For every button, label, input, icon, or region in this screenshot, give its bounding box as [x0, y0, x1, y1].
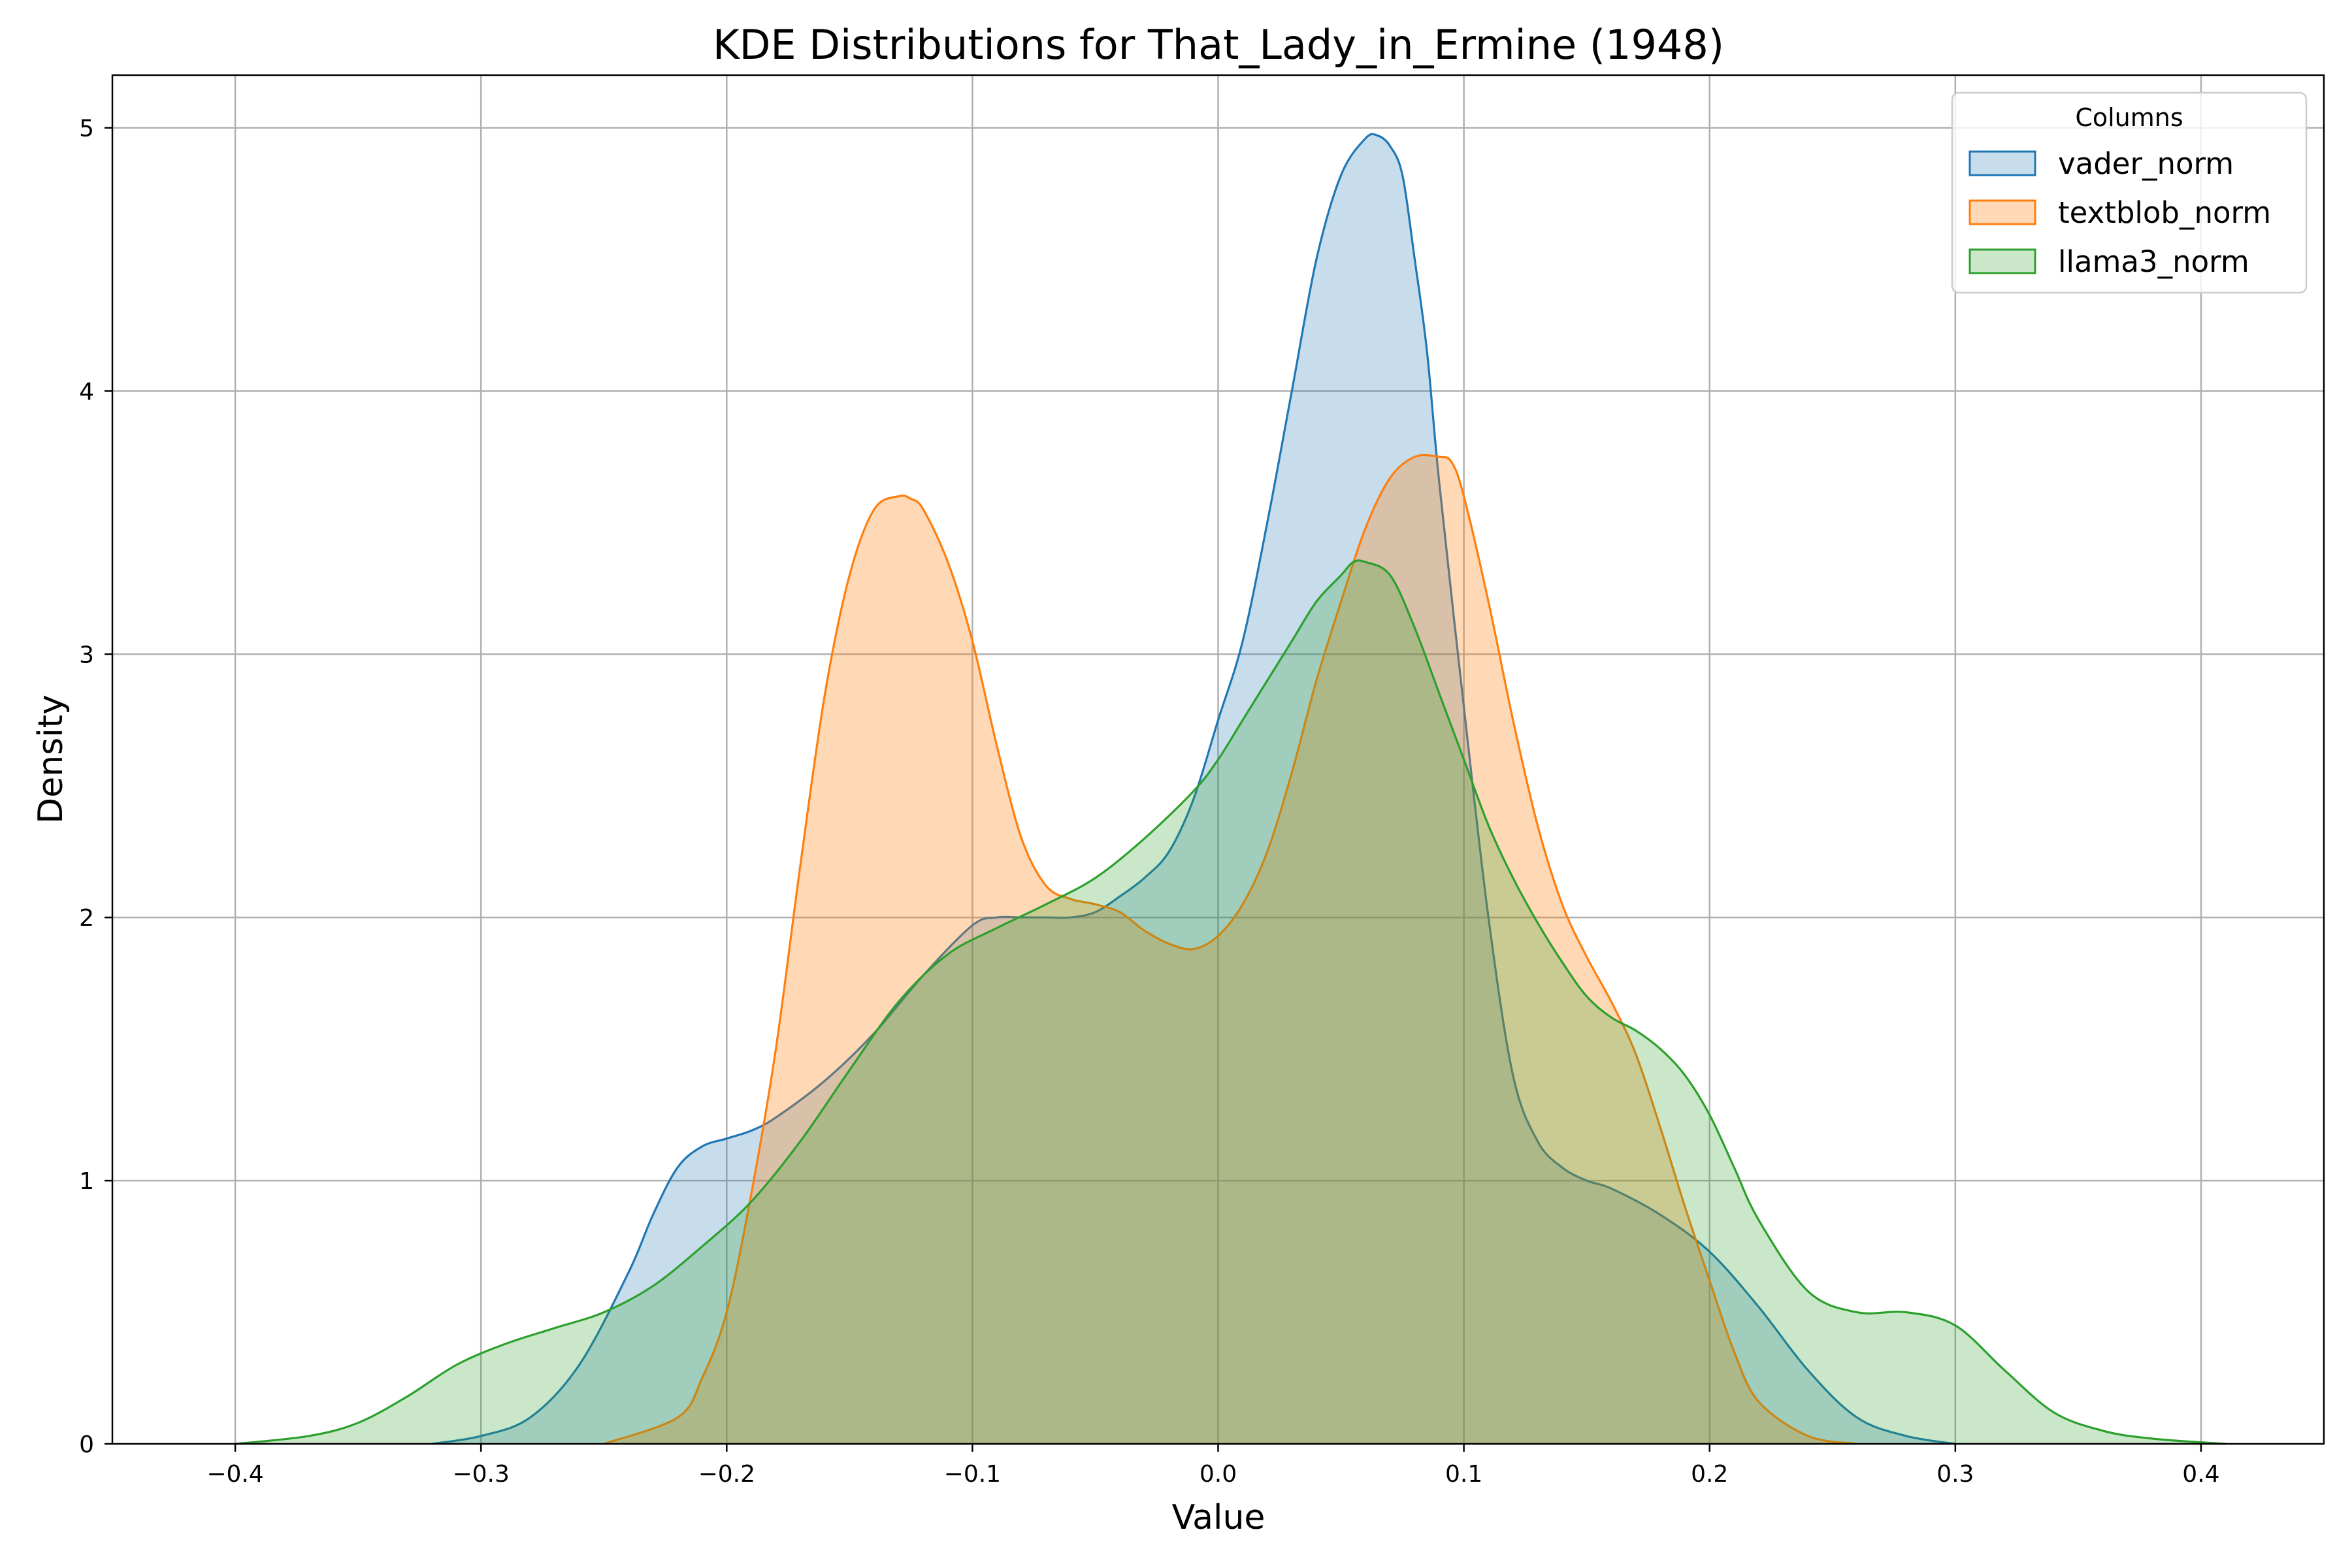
- line-textblob_norm: [603, 453, 1857, 1445]
- y-tick-label: 2: [79, 905, 94, 932]
- x-tick-label: −0.3: [452, 1461, 509, 1488]
- legend-label-vader_norm: vader_norm: [2058, 146, 2234, 181]
- series-areas: [235, 133, 2226, 1445]
- legend-label-llama3_norm: llama3_norm: [2058, 244, 2249, 279]
- x-tick-label: −0.1: [944, 1461, 1001, 1488]
- axis-ticks: −0.4 −0.3 −0.2 −0.1 0.0 0.1 0.2 0.3 0.4 0 1 2 3 4 5: [79, 116, 2219, 1488]
- y-tick-label: 4: [79, 378, 94, 405]
- area-llama3_norm: [235, 560, 2226, 1445]
- x-tick-label: 0.3: [1936, 1461, 1974, 1488]
- legend-swatch-llama3_norm: [1968, 248, 2036, 274]
- area-vader_norm: [431, 134, 1955, 1444]
- chart-title: KDE Distributions for That_Lady_in_Ermin…: [713, 21, 1724, 69]
- x-tick-label: 0.4: [2182, 1461, 2219, 1488]
- area-textblob_norm: [604, 455, 1857, 1445]
- x-tick-label: 0.1: [1445, 1461, 1482, 1488]
- legend-label-textblob_norm: textblob_norm: [2058, 195, 2271, 230]
- x-tick-label: −0.2: [698, 1461, 755, 1488]
- line-vader_norm: [431, 133, 1956, 1445]
- x-tick-label: 0.2: [1691, 1461, 1728, 1488]
- legend-title: Columns: [2075, 103, 2183, 132]
- legend: Columns vader_norm textblob_norm llama3_no…: [1951, 91, 2308, 294]
- x-axis-label: Value: [1172, 1498, 1266, 1537]
- line-llama3_norm: [235, 559, 2226, 1445]
- legend-swatch-vader_norm: [1968, 150, 2036, 176]
- legend-swatch-textblob_norm: [1968, 199, 2036, 225]
- y-tick-label: 5: [79, 116, 94, 142]
- x-tick-label: 0.0: [1200, 1461, 1237, 1488]
- y-axis-label: Density: [31, 694, 71, 824]
- y-tick-label: 1: [79, 1168, 94, 1195]
- legend-box: [1951, 91, 2308, 294]
- y-tick-label: 3: [79, 642, 94, 668]
- y-tick-label: 0: [79, 1431, 94, 1458]
- x-tick-label: −0.4: [206, 1461, 263, 1488]
